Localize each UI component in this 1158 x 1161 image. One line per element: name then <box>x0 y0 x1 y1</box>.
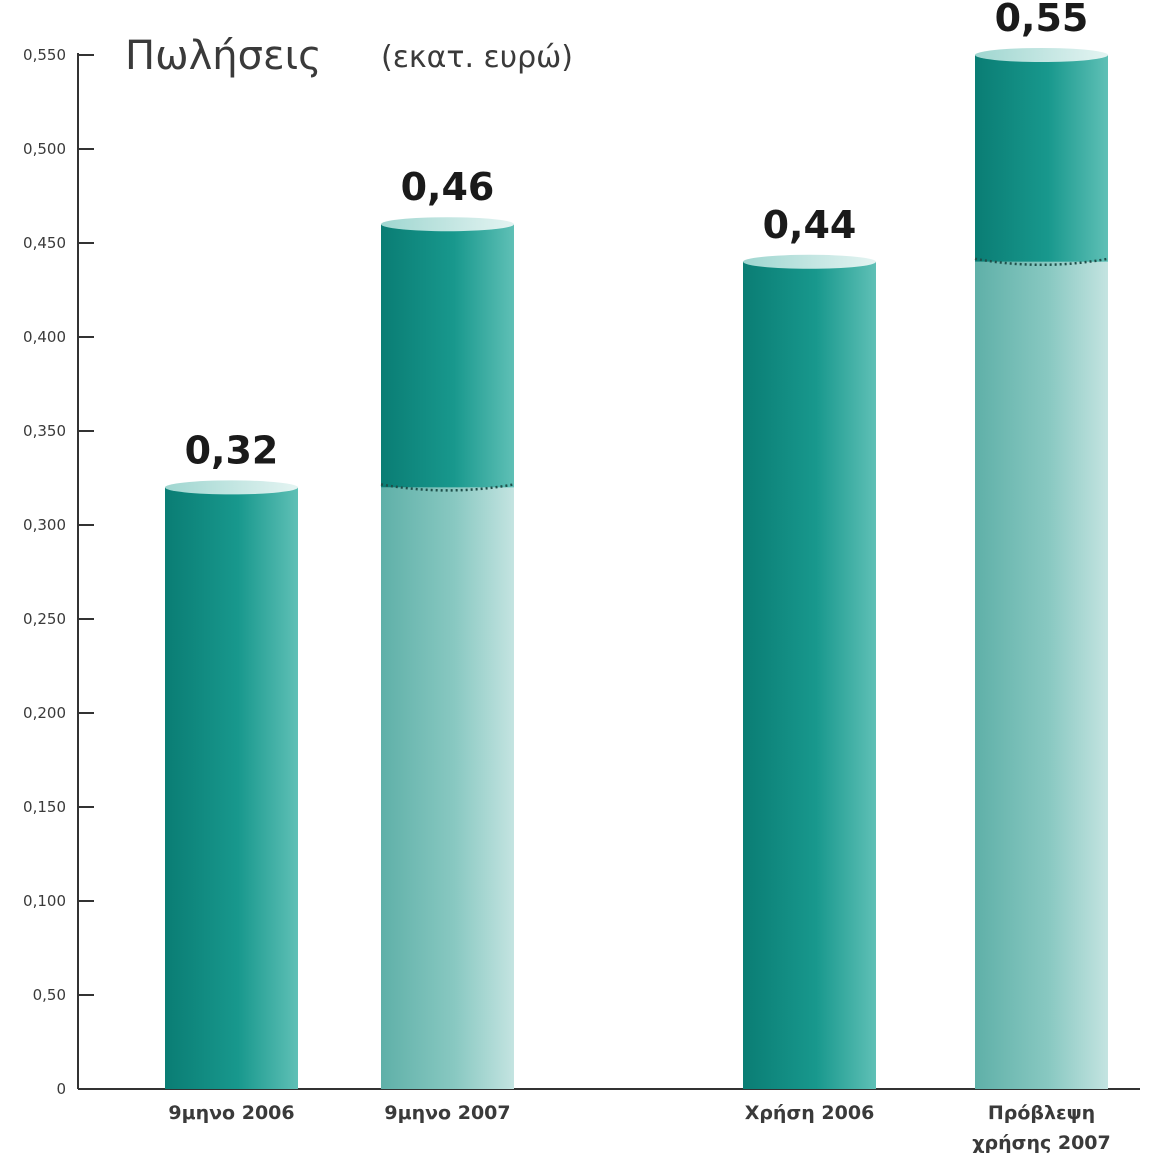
bar-body-increase <box>381 224 514 488</box>
bar-value-label: 0,46 <box>401 165 495 209</box>
y-tick-label: 0,350 <box>23 422 66 440</box>
y-tick-label: 0,550 <box>23 46 66 64</box>
y-tick-label: 0,300 <box>23 516 66 534</box>
bar-comparison-line <box>974 257 1109 267</box>
bar-comparison-line <box>380 483 515 492</box>
x-category-label: 9μηνο 2006 <box>168 1102 294 1124</box>
y-tick-label: 0,500 <box>23 140 66 158</box>
bar-cap <box>165 480 298 495</box>
bar-body <box>165 487 298 1089</box>
bar-body-base <box>381 487 514 1089</box>
y-tick-label: 0,450 <box>23 234 66 252</box>
bar-value-label: 0,44 <box>763 203 857 247</box>
x-category-label: Χρήση 2006 <box>745 1102 875 1124</box>
bar-2 <box>380 217 515 1089</box>
y-tick-label: 0 <box>56 1080 66 1098</box>
x-category-label: χρήσης 2007 <box>972 1132 1110 1154</box>
bar-cap <box>975 48 1108 62</box>
bar-body-base <box>975 261 1108 1089</box>
bar-body-increase <box>975 55 1108 262</box>
y-tick-label: 0,400 <box>23 328 66 346</box>
bar-cap <box>743 254 876 269</box>
bar-4 <box>974 48 1109 1089</box>
y-tick-label: 0,50 <box>33 986 66 1004</box>
labels: 0,32 9μηνο 2006 0,46 9μηνο 2007 0,44 Χρήση 20… <box>168 0 1110 1154</box>
y-tick-label: 0,100 <box>23 892 66 910</box>
bar-1 <box>165 480 298 1089</box>
y-tick-label: 0,200 <box>23 704 66 722</box>
chart-subtitle: (εκατ. ευρώ) <box>381 40 573 75</box>
bar-3 <box>743 254 876 1089</box>
bar-body <box>743 261 876 1089</box>
bar-value-label: 0,55 <box>995 0 1089 40</box>
bars <box>165 48 1109 1089</box>
x-category-label: 9μηνο 2007 <box>384 1102 510 1124</box>
chart-title-group: Πωλήσεις (εκατ. ευρώ) <box>125 33 573 79</box>
y-tick-label: 0,150 <box>23 798 66 816</box>
y-tick-label: 0,250 <box>23 610 66 628</box>
bar-value-label: 0,32 <box>185 428 279 472</box>
x-category-label: Πρόβλεψη <box>988 1102 1095 1124</box>
bar-cap <box>381 217 514 232</box>
chart-title: Πωλήσεις <box>125 33 322 79</box>
